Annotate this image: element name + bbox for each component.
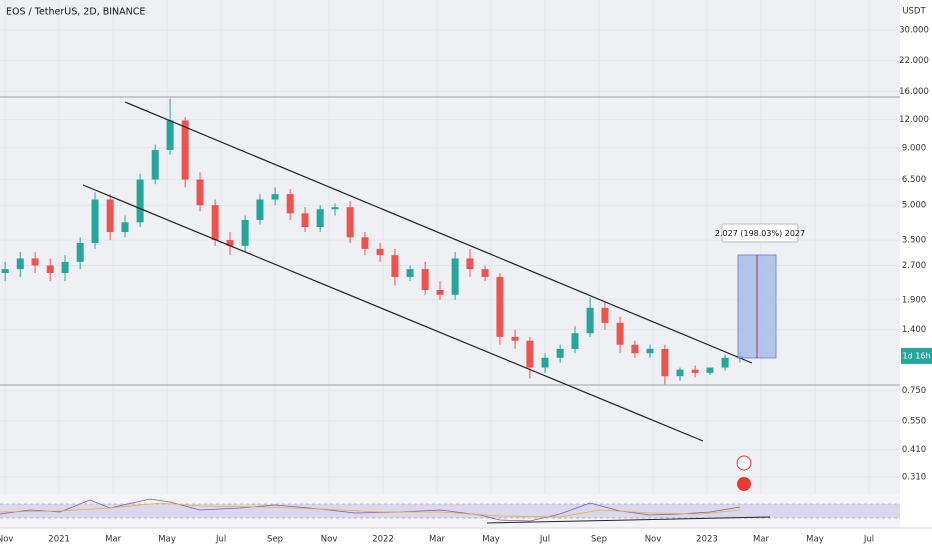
y-tick-label: 22.000 (899, 56, 929, 66)
candle-body (421, 269, 429, 291)
y-tick-label: 1.400 (902, 325, 926, 335)
candle-body (16, 258, 24, 270)
candle-body (241, 219, 249, 246)
event-icon[interactable] (737, 477, 751, 491)
x-tick-label: Nov (645, 535, 662, 545)
candle-body (436, 290, 444, 295)
y-tick-label: 12.000 (899, 115, 929, 125)
rsi-trendline (486, 516, 771, 524)
candle-body (646, 348, 654, 354)
candle-body (166, 120, 174, 150)
candle-body (496, 276, 504, 337)
x-tick-label: Jul (539, 535, 550, 545)
x-tick-label: Sep (267, 535, 283, 545)
x-tick-label: May (158, 535, 176, 545)
x-tick-label: Nov (0, 535, 13, 545)
candle-body (406, 269, 414, 277)
y-tick-label: 0.310 (902, 473, 926, 483)
candle-body (106, 199, 114, 233)
candle-body (586, 307, 594, 334)
candle-body (121, 222, 129, 233)
y-tick-label: 0.410 (902, 445, 926, 455)
candle-body (481, 269, 489, 277)
x-tick-label: Nov (321, 535, 338, 545)
price-axis-background (900, 0, 932, 550)
candle-body (541, 357, 549, 368)
candle-body (61, 261, 69, 273)
candle-body (466, 258, 474, 270)
countdown-badge (901, 347, 932, 364)
x-tick-label: Jul (215, 535, 226, 545)
x-tick-label: Mar (105, 535, 122, 545)
x-tick-label: May (482, 535, 500, 545)
candle-body (31, 258, 39, 266)
channel-lower (82, 184, 704, 442)
candle-body (676, 369, 684, 377)
y-tick-label: 5.000 (902, 201, 926, 211)
candle-body (151, 149, 159, 180)
x-tick-label: 2023 (696, 535, 718, 545)
candle-body (691, 369, 699, 373)
measure-label-box (721, 223, 799, 243)
y-tick-label: 9.000 (902, 143, 926, 153)
candle-body (361, 237, 369, 249)
measure-label: 2.027 (198.03%) 2027 (715, 229, 805, 238)
candle-body (286, 194, 294, 214)
candle-body (271, 194, 279, 200)
candle-body (661, 348, 669, 377)
channel-upper (124, 101, 753, 364)
y-tick-label: 0.550 (902, 416, 926, 426)
y-tick-label: 1.900 (902, 295, 926, 305)
candle-body (631, 344, 639, 354)
y-tick-label: 2.700 (902, 261, 926, 271)
candle-body (601, 307, 609, 323)
candle-body (391, 255, 399, 277)
candle-body (721, 357, 729, 368)
candle-body (316, 209, 324, 228)
candle-body (181, 120, 189, 180)
countdown-text: 1d 16h (903, 351, 931, 360)
y-tick-label: 0.750 (902, 386, 926, 396)
chart-title: EOS / TetherUS, 2D, BINANCE (6, 7, 145, 18)
candle-body (1, 269, 9, 273)
candle-body (226, 240, 234, 246)
candle-body (136, 179, 144, 223)
candle-body (346, 207, 354, 238)
candle-body (451, 258, 459, 295)
x-tick-label: Mar (753, 535, 770, 545)
candle-body (91, 199, 99, 243)
rsi-ma (0, 502, 741, 518)
candle-body (46, 265, 54, 273)
event-icon[interactable] (736, 455, 752, 471)
x-tick-label: 2021 (48, 535, 70, 545)
y-tick-label: 16.000 (899, 87, 929, 97)
candle-body (511, 336, 519, 341)
y-tick-label: 3.500 (902, 236, 926, 246)
x-tick-label: Jul (863, 535, 874, 545)
candle-body (301, 213, 309, 228)
candle-body (256, 199, 264, 220)
candle-body (76, 242, 84, 262)
candle-body (706, 367, 714, 373)
candle-body (376, 248, 384, 256)
candle-body (571, 333, 579, 349)
candle-body (331, 207, 339, 210)
candle-body (211, 205, 219, 241)
candle-body (556, 348, 564, 358)
y-tick-label: 6.500 (902, 175, 926, 185)
x-tick-label: Sep (591, 535, 607, 545)
x-tick-label: May (806, 535, 824, 545)
y-tick-label: 30.000 (899, 26, 929, 36)
y-unit: USDT (902, 7, 926, 17)
candle-body (196, 179, 204, 206)
x-tick-label: Mar (429, 535, 446, 545)
candle-body (526, 340, 534, 368)
candle-body (616, 322, 624, 345)
x-tick-label: 2022 (372, 535, 394, 545)
